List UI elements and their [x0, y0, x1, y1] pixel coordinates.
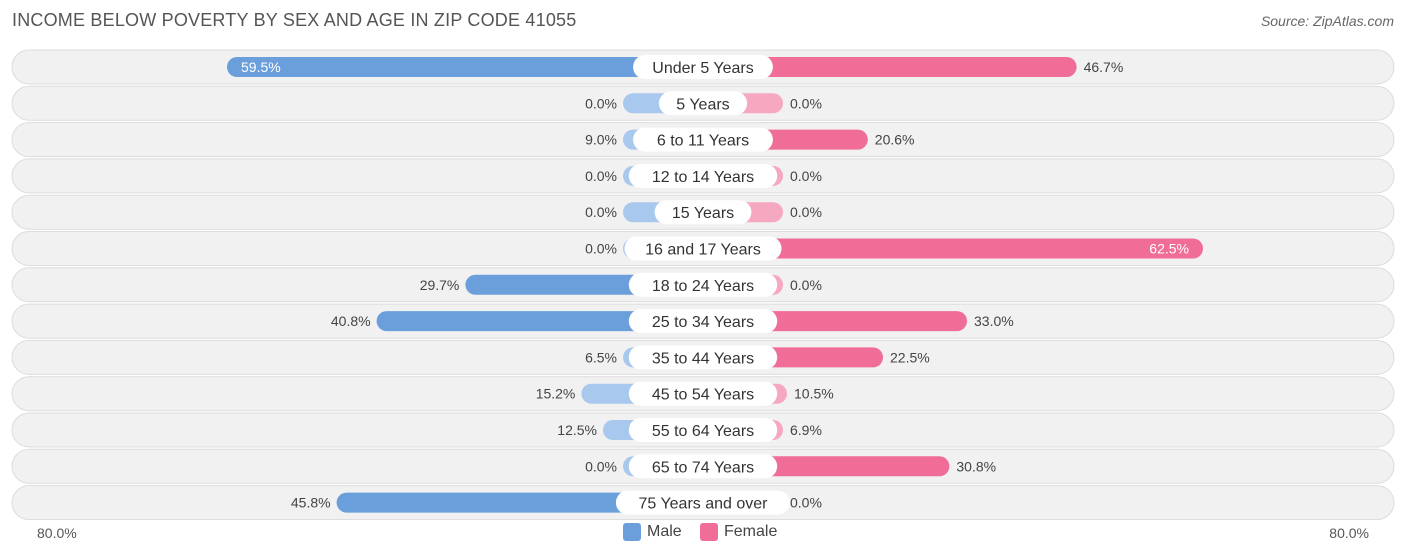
male-bar [336, 492, 703, 513]
male-value-label: 45.8% [291, 495, 331, 511]
female-value-label: 46.7% [1084, 59, 1124, 75]
category-pill [633, 55, 773, 79]
male-value-label: 0.0% [585, 458, 617, 474]
female-value-label: 0.0% [790, 95, 822, 111]
category-label: 75 Years and over [639, 496, 769, 513]
category-label: 35 to 44 Years [652, 350, 754, 367]
legend-female-label: Female [724, 523, 778, 540]
category-label: 25 to 34 Years [652, 314, 754, 331]
category-label: 6 to 11 Years [657, 133, 749, 150]
female-value-label: 20.6% [875, 132, 915, 148]
female-value-label: 0.0% [790, 168, 822, 184]
male-value-label: 15.2% [536, 386, 576, 402]
male-value-label: 0.0% [585, 168, 617, 184]
male-value-label: 0.0% [585, 204, 617, 220]
legend-female-swatch [700, 523, 718, 541]
category-pill [628, 163, 778, 188]
category-pill [624, 236, 782, 261]
female-value-label: 0.0% [790, 495, 822, 511]
male-value-label: 9.0% [585, 132, 617, 148]
category-pill [628, 454, 778, 479]
female-value-label: 62.5% [1149, 241, 1189, 257]
category-pill [615, 490, 791, 515]
legend-male-label: Male [647, 523, 682, 540]
male-value-label: 12.5% [557, 422, 597, 438]
category-pill [658, 91, 748, 116]
chart-title: INCOME BELOW POVERTY BY SEX AND AGE IN Z… [12, 10, 577, 30]
male-bar [376, 311, 703, 332]
male-value-label: 0.0% [585, 95, 617, 111]
category-label: 12 to 14 Years [652, 169, 754, 186]
female-value-label: 33.0% [974, 313, 1014, 329]
category-label: 15 Years [672, 205, 734, 222]
male-value-label: 59.5% [241, 59, 281, 75]
female-value-label: 0.0% [790, 277, 822, 293]
legend: Male Female [0, 523, 1406, 545]
female-bar [703, 57, 1077, 77]
source-note: Source: ZipAtlas.com [1260, 13, 1394, 29]
category-label: Under 5 Years [652, 60, 753, 77]
category-label: 45 to 54 Years [652, 387, 754, 404]
category-label: 18 to 24 Years [652, 278, 754, 295]
female-bar [703, 238, 1203, 259]
category-label: 5 Years [676, 96, 729, 113]
category-pill [628, 309, 778, 334]
category-pill [628, 418, 778, 442]
female-value-label: 10.5% [794, 386, 834, 402]
category-pill [628, 272, 778, 297]
category-label: 16 and 17 Years [645, 242, 761, 259]
male-value-label: 6.5% [585, 349, 617, 365]
category-pill [633, 127, 773, 152]
category-label: 55 to 64 Years [652, 423, 754, 440]
male-value-label: 0.0% [585, 241, 617, 257]
category-pill [628, 345, 778, 370]
female-value-label: 30.8% [956, 458, 996, 474]
male-bar [227, 57, 703, 77]
female-value-label: 6.9% [790, 422, 822, 438]
legend-male-swatch [623, 523, 641, 541]
chart-plot: 59.5% 46.7% Under 5 Years 0.0% 0.0% 5 Years 9.… [11, 49, 1395, 520]
legend-male: Male [623, 523, 682, 541]
female-value-label: 0.0% [790, 204, 822, 220]
male-value-label: 40.8% [331, 313, 371, 329]
male-value-label: 29.7% [420, 277, 460, 293]
axis-right-label: 80.0% [1329, 525, 1369, 541]
legend-female: Female [700, 523, 777, 541]
category-pill [628, 381, 778, 406]
category-pill [654, 200, 752, 225]
axis-left-label: 80.0% [37, 525, 77, 541]
category-label: 65 to 74 Years [652, 459, 754, 476]
female-value-label: 22.5% [890, 349, 930, 365]
